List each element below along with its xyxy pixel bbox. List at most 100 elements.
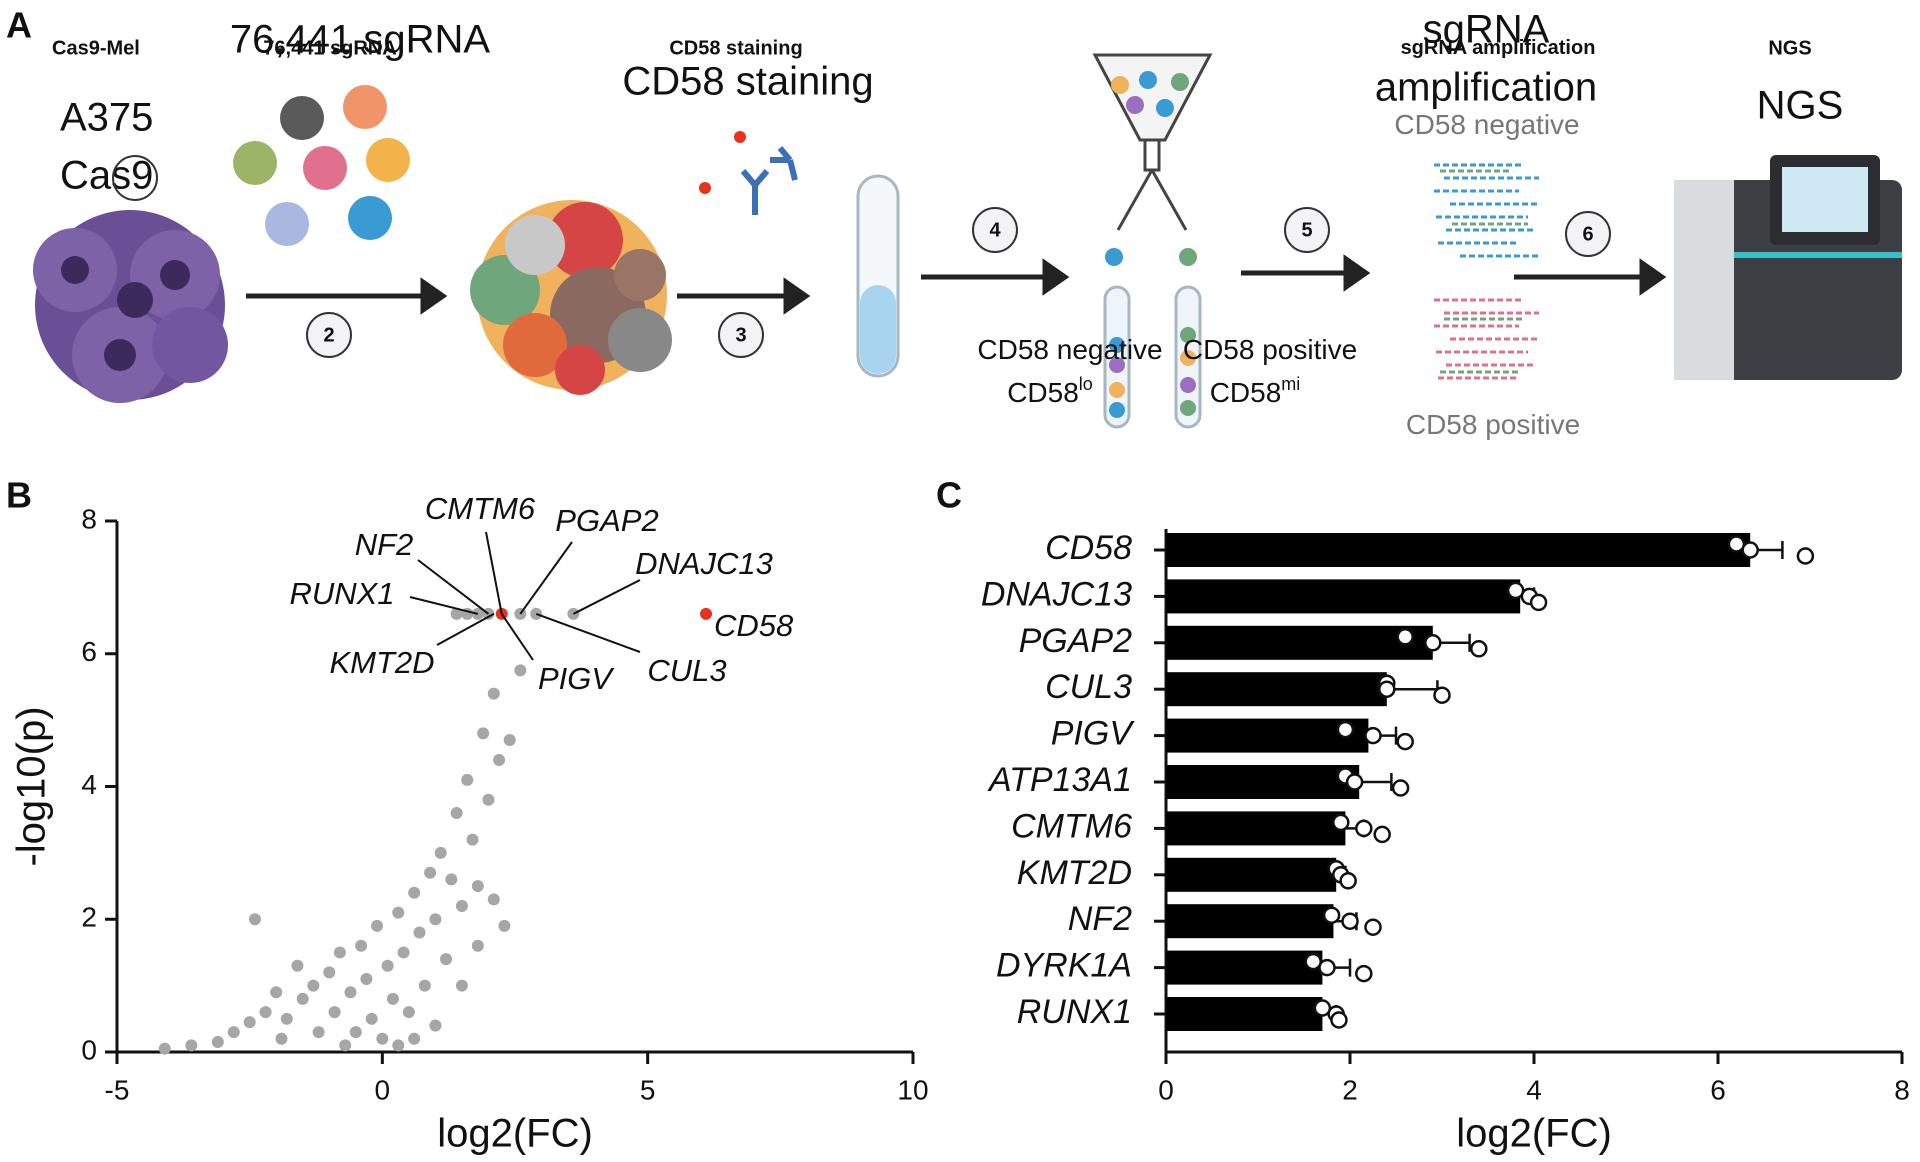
- category-label: NF2: [1068, 900, 1132, 938]
- data-point: [471, 880, 484, 893]
- step-number: 5: [1301, 219, 1312, 241]
- y-tick-label: 0: [81, 1034, 97, 1065]
- replicate-point: [1396, 732, 1414, 751]
- virus-library: [233, 85, 410, 246]
- leader-line: [417, 559, 490, 615]
- x-tick-label: 0: [375, 1074, 391, 1105]
- bar: [1166, 904, 1334, 939]
- data-point: [386, 992, 399, 1005]
- panel-letter: A: [6, 5, 32, 46]
- category-label: DNAJC13: [981, 575, 1132, 613]
- replicate-point: [1355, 819, 1373, 838]
- category-label: KMT2D: [1017, 854, 1132, 892]
- replicate-point: [1364, 918, 1382, 936]
- step-heading: NGS: [1757, 84, 1844, 128]
- data-point: [482, 793, 495, 806]
- library-label: 76,441 sgRNA: [230, 18, 490, 62]
- replicate-point: [1433, 686, 1451, 704]
- data-point: [275, 1032, 288, 1045]
- data-point: [381, 959, 394, 972]
- sorter-funnel: [1092, 53, 1213, 429]
- data-point: [455, 979, 468, 992]
- category-label: PIGV: [1051, 715, 1136, 753]
- x-tick-label: 6: [1710, 1074, 1726, 1105]
- data-point: [498, 919, 511, 932]
- y-axis-label: -log10(p): [10, 706, 54, 866]
- y-tick-label: 8: [81, 503, 97, 534]
- step-label: 76,441 sgRNA: [263, 37, 396, 59]
- sort-label: CD58 positive: [1183, 334, 1357, 365]
- data-point: [259, 1006, 272, 1019]
- bar: [1166, 718, 1369, 753]
- step-number: 4: [989, 219, 1001, 241]
- replicate-point: [1470, 640, 1488, 658]
- data-point: [243, 1016, 256, 1029]
- data-point: [312, 1026, 325, 1039]
- data-point: [280, 1012, 293, 1025]
- data-point: [355, 939, 368, 952]
- bar: [1166, 811, 1346, 846]
- x-tick-label: 10: [897, 1074, 928, 1105]
- panel-letter: C: [936, 475, 962, 516]
- bar: [1166, 625, 1433, 660]
- step-heading: sgRNA: [1423, 8, 1550, 52]
- data-point: [376, 1032, 389, 1045]
- category-label: CUL3: [1045, 668, 1132, 706]
- replicate-point: [1332, 813, 1350, 832]
- data-point: [434, 846, 447, 859]
- bar: [1166, 579, 1521, 614]
- data-point: [360, 972, 373, 985]
- gene-label: RUNX1: [289, 576, 394, 611]
- category-label: CD58: [1045, 529, 1132, 567]
- replicate-point: [1529, 593, 1548, 612]
- data-point: [270, 986, 283, 999]
- replicate-point: [1741, 541, 1759, 559]
- y-tick-label: 6: [81, 636, 97, 667]
- data-point: [493, 753, 506, 766]
- step-heading: CD58 staining: [622, 60, 873, 104]
- replicate-point: [1318, 958, 1336, 977]
- data-point: [408, 1032, 421, 1045]
- step-label: sgRNA amplification: [1401, 37, 1596, 59]
- step-label: CD58 staining: [669, 37, 802, 59]
- step-number: 6: [1582, 223, 1593, 245]
- category-label: CMTM6: [1011, 807, 1132, 845]
- cell-mixture: [470, 200, 672, 395]
- x-tick-label: 4: [1526, 1074, 1542, 1105]
- replicate-point: [1330, 1011, 1348, 1029]
- gene-label: PIGV: [538, 661, 615, 696]
- replicate-point: [1355, 964, 1373, 983]
- gene-label: KMT2D: [329, 645, 434, 680]
- data-point: [440, 953, 453, 966]
- data-point: [455, 899, 468, 912]
- pool-label: CD58 negative: [1394, 109, 1579, 140]
- data-point: [408, 886, 421, 899]
- gene-label: PGAP2: [555, 503, 658, 538]
- tube: [856, 174, 900, 378]
- leader-line: [572, 579, 641, 615]
- category-label: DYRK1A: [996, 947, 1132, 985]
- leader-line: [436, 613, 495, 646]
- category-label: PGAP2: [1019, 622, 1132, 660]
- bar: [1166, 950, 1323, 985]
- panel-letter: B: [6, 475, 32, 516]
- arrows: [246, 254, 1667, 315]
- data-point: [349, 1026, 362, 1039]
- cell-line: Cas9: [60, 154, 153, 198]
- gene-label: CD58: [714, 608, 794, 643]
- replicate-point: [1345, 773, 1364, 791]
- data-point: [450, 607, 463, 620]
- data-point: [158, 1042, 171, 1055]
- data-point: [466, 833, 479, 846]
- bar: [1166, 857, 1337, 892]
- leader-line: [519, 541, 573, 615]
- cell-line: A375: [60, 96, 153, 140]
- data-point: [450, 807, 463, 820]
- data-point: [185, 1039, 198, 1052]
- sequencer: [1674, 155, 1902, 380]
- bar-chart: 0 2 4 6 8 log2(FC) CD58 DNAJC13 PGAP2 CUL3 PIGV ATP…: [981, 529, 1910, 1156]
- sgrna-reads: [1434, 163, 1539, 380]
- bar: [1166, 672, 1387, 707]
- category-label: RUNX1: [1017, 993, 1132, 1031]
